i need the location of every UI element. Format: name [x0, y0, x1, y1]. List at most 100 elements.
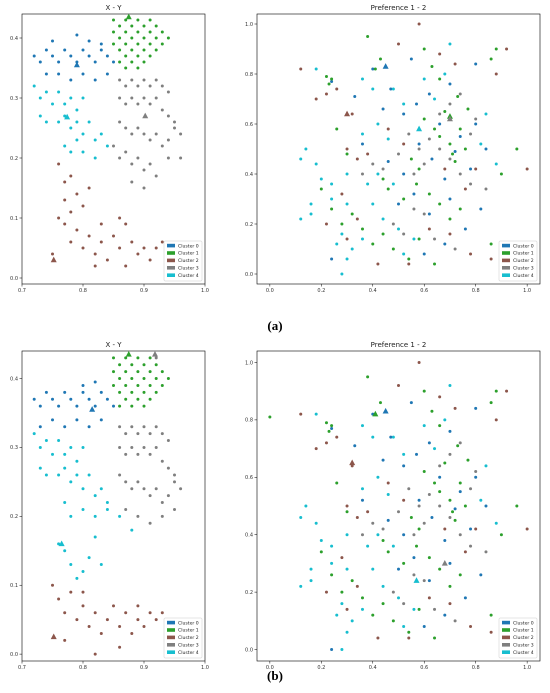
data-point	[118, 363, 122, 367]
data-point	[417, 360, 421, 364]
data-point	[376, 262, 380, 266]
data-point	[340, 192, 344, 196]
series-0	[32, 33, 115, 82]
data-point	[345, 237, 349, 241]
data-point	[148, 494, 152, 498]
data-point	[173, 507, 176, 511]
scatter-chart-2: Preference 1 - 2 0.0 0.2 0.4 0.6 0.8 1.0 0.0 0.2…	[245, 4, 541, 294]
data-point	[494, 162, 498, 166]
legend-swatch	[502, 243, 510, 248]
data-point	[366, 510, 370, 514]
data-point	[38, 114, 42, 118]
data-point	[63, 390, 67, 394]
x-tick-label: 1.0	[523, 288, 531, 294]
data-point	[324, 92, 328, 96]
y-tick-label: 0.2	[245, 590, 253, 596]
data-point	[469, 167, 473, 171]
data-point	[453, 406, 457, 410]
data-point	[386, 518, 390, 522]
data-point	[99, 222, 103, 226]
data-point	[355, 217, 359, 221]
series-1	[112, 13, 170, 70]
data-point	[81, 590, 85, 594]
data-point	[179, 156, 183, 160]
data-point	[81, 604, 85, 608]
data-point	[124, 18, 128, 22]
data-point	[130, 78, 134, 82]
y-tick-label: 0.0	[10, 276, 18, 282]
data-point	[360, 424, 364, 428]
data-point	[345, 257, 349, 261]
data-point	[99, 418, 103, 422]
data-point	[412, 556, 416, 560]
data-point	[130, 631, 134, 635]
scatter-chart-3: X - Y 0.7 0.8 0.9 1.0 0.0 0.1 0.2 0.3 0.4 Cluster …	[10, 341, 209, 671]
legend-swatch	[167, 243, 175, 248]
series-4	[32, 432, 134, 580]
data-point	[345, 152, 349, 156]
data-point	[466, 107, 470, 111]
data-point	[160, 108, 164, 112]
data-point	[38, 60, 42, 64]
legend-swatch	[502, 251, 510, 255]
data-point	[75, 473, 79, 477]
data-point	[389, 87, 393, 91]
data-point	[448, 515, 452, 519]
data-point	[391, 222, 395, 226]
data-point	[118, 473, 122, 477]
data-point	[489, 401, 493, 405]
data-point	[417, 22, 421, 26]
data-point	[81, 48, 85, 52]
data-point	[474, 167, 478, 171]
data-point	[371, 162, 375, 166]
data-point	[448, 584, 452, 588]
data-point	[443, 418, 447, 422]
data-point	[154, 24, 158, 28]
data-point	[458, 207, 462, 211]
data-point	[136, 66, 140, 70]
data-point	[130, 60, 134, 64]
data-point	[118, 78, 122, 82]
data-point	[438, 122, 442, 126]
data-point	[438, 464, 442, 468]
data-point	[360, 596, 364, 600]
axes-frame	[21, 13, 206, 285]
data-point	[381, 538, 385, 542]
data-point	[438, 52, 442, 56]
legend-label: Cluster 3	[513, 266, 534, 272]
data-point	[51, 452, 54, 456]
data-point	[448, 429, 452, 433]
data-point	[148, 611, 152, 615]
data-point	[130, 48, 134, 52]
data-point	[166, 90, 170, 94]
data-point	[63, 638, 67, 642]
legend-label: Cluster 1	[178, 628, 199, 634]
data-point	[112, 383, 115, 387]
data-point	[124, 432, 128, 436]
data-point	[124, 30, 128, 34]
data-point	[105, 618, 109, 622]
data-point	[366, 544, 370, 548]
data-point	[484, 504, 488, 508]
legend-label: Cluster 4	[178, 273, 199, 279]
data-point	[124, 42, 128, 46]
series-1	[319, 35, 519, 266]
legend-label: Cluster 2	[178, 258, 199, 264]
data-point	[345, 172, 349, 176]
data-point	[376, 122, 380, 126]
centroid-marker	[382, 407, 389, 414]
data-point	[453, 160, 457, 163]
data-point	[154, 356, 158, 360]
series-3	[360, 92, 488, 251]
data-point	[309, 567, 313, 571]
caption-a: (a)	[267, 318, 283, 333]
x-tick-label: 1.0	[201, 288, 209, 294]
data-point	[386, 481, 390, 485]
data-point	[130, 528, 134, 532]
data-point	[136, 30, 140, 34]
y-tick-label: 1.0	[245, 22, 253, 28]
data-point	[438, 395, 442, 399]
data-point	[360, 142, 364, 146]
data-point	[409, 515, 413, 519]
data-point	[443, 167, 447, 171]
